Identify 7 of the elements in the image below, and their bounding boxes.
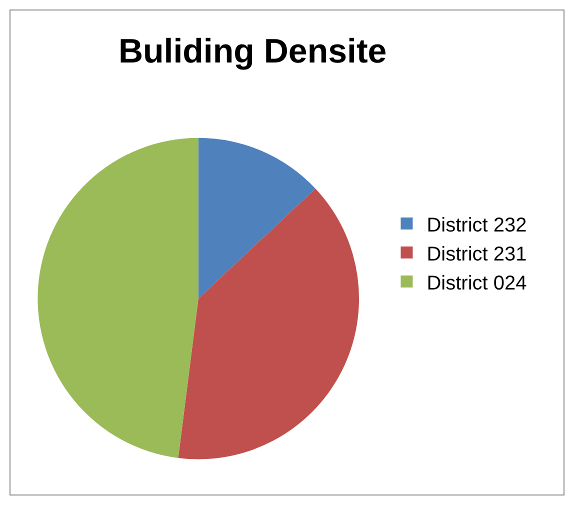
legend-label: District 024 bbox=[426, 272, 527, 294]
pie-slice bbox=[178, 188, 359, 460]
legend-label: District 232 bbox=[426, 214, 527, 236]
chart-title: Buliding Densite bbox=[118, 32, 387, 70]
legend-label: District 231 bbox=[426, 243, 527, 266]
pie-slice bbox=[38, 138, 198, 458]
pie-slice bbox=[198, 138, 316, 299]
